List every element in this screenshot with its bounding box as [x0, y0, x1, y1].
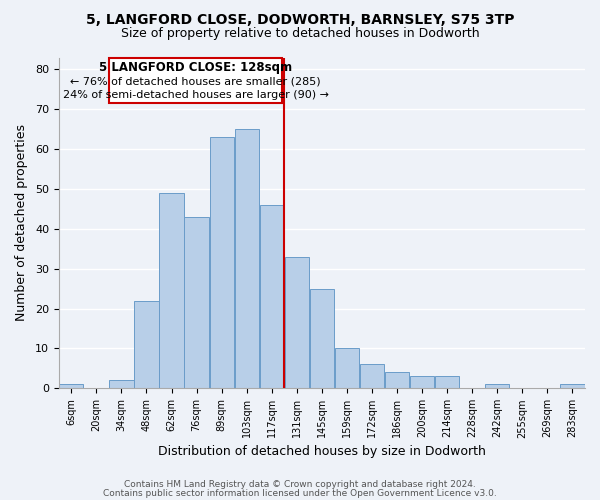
- FancyBboxPatch shape: [109, 58, 283, 104]
- Text: Size of property relative to detached houses in Dodworth: Size of property relative to detached ho…: [121, 28, 479, 40]
- Bar: [209, 137, 234, 388]
- Bar: [435, 376, 460, 388]
- Text: 5 LANGFORD CLOSE: 128sqm: 5 LANGFORD CLOSE: 128sqm: [99, 61, 292, 74]
- Bar: [160, 193, 184, 388]
- Bar: [235, 129, 259, 388]
- Bar: [560, 384, 584, 388]
- Bar: [134, 300, 158, 388]
- Text: Contains HM Land Registry data © Crown copyright and database right 2024.: Contains HM Land Registry data © Crown c…: [124, 480, 476, 489]
- Bar: [59, 384, 83, 388]
- Bar: [410, 376, 434, 388]
- Bar: [360, 364, 384, 388]
- Y-axis label: Number of detached properties: Number of detached properties: [15, 124, 28, 322]
- Bar: [335, 348, 359, 389]
- Bar: [260, 205, 284, 388]
- Text: ← 76% of detached houses are smaller (285): ← 76% of detached houses are smaller (28…: [70, 76, 321, 86]
- Text: 5, LANGFORD CLOSE, DODWORTH, BARNSLEY, S75 3TP: 5, LANGFORD CLOSE, DODWORTH, BARNSLEY, S…: [86, 12, 514, 26]
- Bar: [284, 257, 309, 388]
- Bar: [184, 217, 209, 388]
- Text: 24% of semi-detached houses are larger (90) →: 24% of semi-detached houses are larger (…: [62, 90, 329, 101]
- Bar: [109, 380, 134, 388]
- X-axis label: Distribution of detached houses by size in Dodworth: Distribution of detached houses by size …: [158, 444, 486, 458]
- Bar: [485, 384, 509, 388]
- Bar: [310, 288, 334, 388]
- Bar: [385, 372, 409, 388]
- Text: Contains public sector information licensed under the Open Government Licence v3: Contains public sector information licen…: [103, 488, 497, 498]
